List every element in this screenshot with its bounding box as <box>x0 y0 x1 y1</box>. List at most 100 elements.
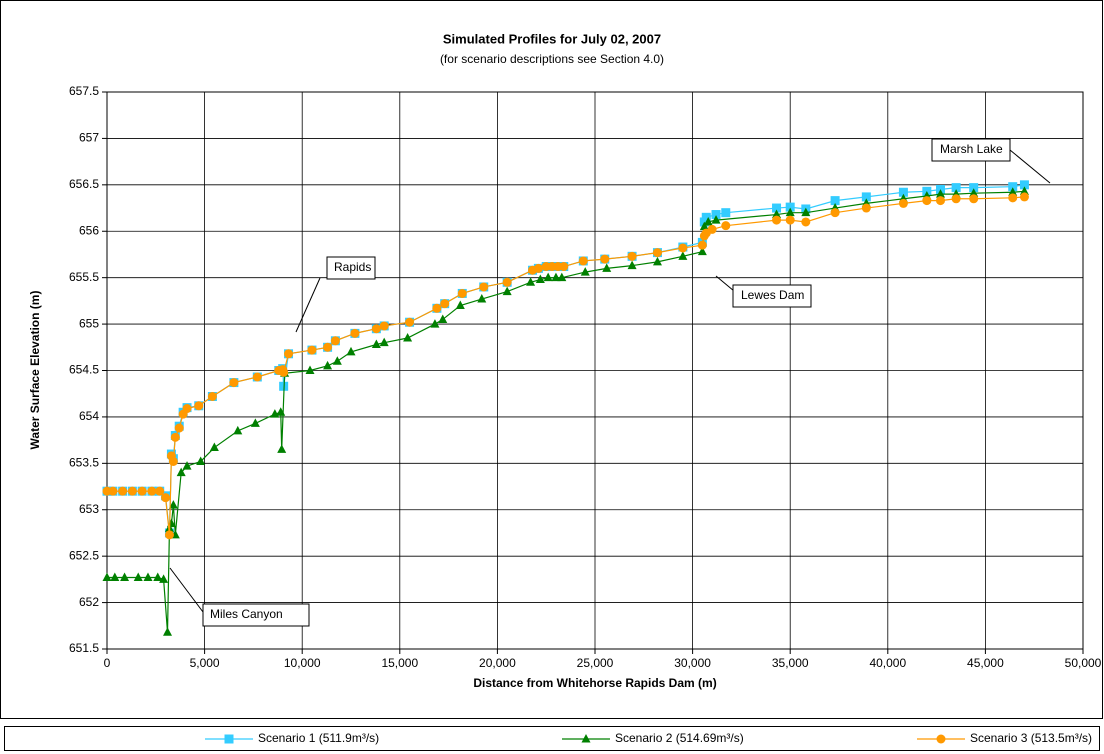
marker <box>551 272 561 282</box>
y-tick-label: 652.5 <box>69 548 99 562</box>
marker <box>1019 180 1029 190</box>
marker <box>455 300 465 310</box>
marker <box>600 254 610 264</box>
marker <box>707 224 717 234</box>
marker <box>207 391 217 401</box>
marker <box>533 263 543 273</box>
annotation-box <box>931 138 1011 162</box>
marker <box>1019 186 1029 195</box>
legend-marker <box>224 734 234 744</box>
marker <box>379 321 389 331</box>
y-tick-label: 654.5 <box>69 363 99 377</box>
marker <box>196 456 206 465</box>
y-tick-label: 656.5 <box>69 177 99 191</box>
marker <box>403 333 413 342</box>
marker <box>526 277 536 286</box>
marker <box>830 208 840 218</box>
marker <box>252 372 262 382</box>
x-tick-label: 40,000 <box>869 656 906 670</box>
marker <box>350 328 360 338</box>
x-tick-label: 10,000 <box>284 656 321 670</box>
marker <box>133 572 143 582</box>
marker <box>346 346 356 356</box>
legend-items: Scenario 1 (511.9m³/s) Scenario 2 (514.69… <box>205 731 1092 745</box>
marker <box>697 246 707 256</box>
marker <box>182 461 192 470</box>
marker <box>161 493 171 503</box>
marker <box>772 209 782 219</box>
marker <box>678 251 688 260</box>
marker <box>143 572 153 582</box>
y-tick-label: 656 <box>79 223 99 237</box>
legend-label: Scenario 3 (513.5m³/s) <box>970 731 1092 745</box>
x-tick-label: 45,000 <box>967 656 1004 670</box>
y-tick-label: 657 <box>79 131 99 145</box>
marker <box>127 486 137 496</box>
marker <box>830 196 840 206</box>
annotation: Lewes Dam <box>741 288 804 302</box>
marker <box>371 339 381 349</box>
marker <box>155 486 165 496</box>
marker <box>801 207 811 217</box>
marker <box>153 572 163 582</box>
legend-marker <box>936 734 946 744</box>
legend-label: Scenario 2 (514.69m³/s) <box>615 731 744 745</box>
marker <box>163 627 173 636</box>
annotation: Rapids <box>334 260 371 274</box>
marker <box>174 423 184 433</box>
marker <box>697 240 707 250</box>
legend-marker <box>581 734 591 743</box>
marker <box>721 221 731 231</box>
marker <box>969 194 979 204</box>
series <box>102 186 1029 636</box>
marker <box>1008 193 1018 203</box>
marker <box>861 203 871 213</box>
x-tick-label: 5,000 <box>190 656 220 670</box>
marker <box>699 221 709 231</box>
marker <box>969 183 979 193</box>
marker <box>276 407 286 416</box>
marker <box>430 319 440 328</box>
marker <box>120 572 130 582</box>
marker <box>1008 182 1018 192</box>
annotation: Marsh Lake <box>940 142 1003 156</box>
x-tick-label: 0 <box>104 656 111 670</box>
y-tick-label: 653 <box>79 502 99 516</box>
marker <box>535 274 545 284</box>
marker <box>332 356 342 365</box>
x-tick-label: 15,000 <box>381 656 418 670</box>
marker <box>379 337 389 347</box>
marker <box>785 215 795 225</box>
marker <box>711 215 721 224</box>
marker <box>110 572 120 582</box>
marker <box>277 444 287 453</box>
marker <box>898 187 908 197</box>
marker <box>627 251 637 261</box>
marker <box>543 272 553 282</box>
chart-title: Simulated Profiles for July 02, 2007 <box>443 31 661 46</box>
marker <box>250 418 260 427</box>
leader-line <box>295 277 321 333</box>
plot-area: 651.5 652 652.5 653 653.5 654 654.5 655 655.5 656… <box>69 84 1102 670</box>
marker <box>703 216 713 226</box>
x-axis-label: Distance from Whitehorse Rapids Dam (m) <box>473 676 716 690</box>
marker <box>1008 187 1018 196</box>
marker <box>457 288 467 298</box>
marker <box>108 486 118 496</box>
annotations: Marsh Lake Rapids Lewes Dam Miles Canyon <box>169 138 1051 627</box>
chart-subtitle: (for scenario descriptions see Section 4… <box>440 52 664 66</box>
marker <box>170 432 180 442</box>
marker <box>627 260 637 270</box>
y-tick-label: 655 <box>79 316 99 330</box>
annotation-box <box>202 603 310 627</box>
marker <box>602 263 612 272</box>
marker <box>159 574 169 583</box>
marker <box>323 360 333 370</box>
y-tick-label: 657.5 <box>69 84 99 98</box>
marker <box>147 486 157 496</box>
marker <box>969 188 979 197</box>
marker <box>209 442 219 452</box>
marker <box>721 208 731 218</box>
marker <box>168 456 178 466</box>
